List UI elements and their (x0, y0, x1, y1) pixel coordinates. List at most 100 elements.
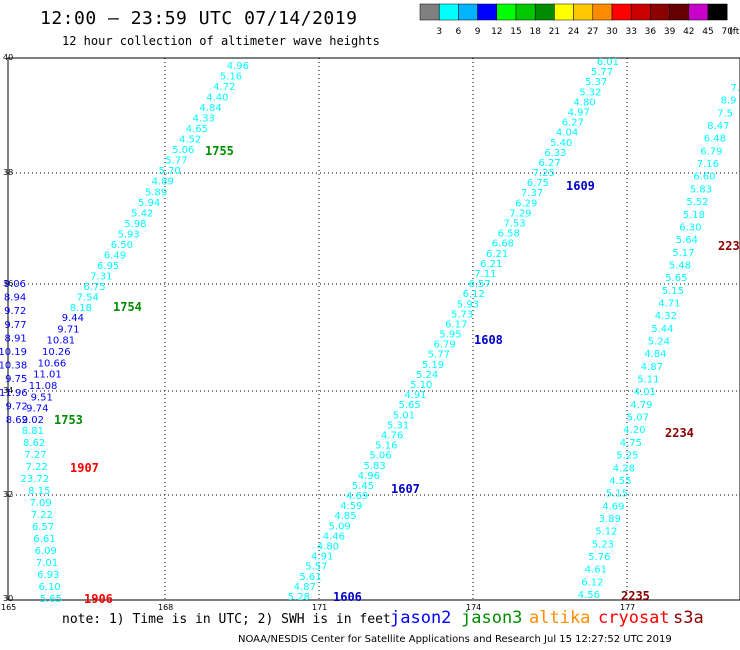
wave-height-value: 7.09 (29, 498, 51, 509)
lat-tick-label: 32 (3, 490, 13, 499)
wave-height-value: 7.31 (90, 271, 112, 282)
wave-height-value: 7.25 (533, 168, 555, 179)
scale-label: 33 (625, 27, 636, 37)
pass-time-label: 1754 (113, 300, 142, 314)
wave-height-value: 4.61 (585, 565, 607, 576)
wave-height-value: 5.06 (369, 451, 391, 462)
lon-tick-label: 171 (312, 603, 327, 612)
wave-height-value: 5.18 (683, 210, 705, 221)
wave-height-value: 23.72 (21, 474, 50, 485)
wave-height-value: 9.72 (4, 306, 26, 317)
scale-label: 12 (491, 27, 502, 37)
wave-height-value: 5.24 (416, 370, 438, 381)
wave-height-value: 7. (730, 83, 740, 94)
wave-height-value: 7.11 (474, 269, 496, 280)
scale-label: 21 (549, 27, 560, 37)
wave-height-value: 8.62 (6, 415, 28, 426)
scale-label: 45 (702, 27, 713, 37)
wave-height-value: 5.25 (616, 451, 638, 462)
wave-height-value: 5.65 (40, 594, 62, 605)
wave-height-value: 4.72 (213, 82, 235, 93)
wave-height-value: 4.80 (573, 97, 595, 108)
wave-height-value: 4.91 (404, 390, 426, 401)
wave-height-value: 5.61 (299, 572, 321, 583)
wave-height-value: 9.75 (5, 374, 27, 385)
wave-height-value: 5.77 (165, 156, 187, 167)
wave-height-value: 4.33 (193, 114, 215, 125)
wave-height-value: 4.84 (644, 349, 666, 360)
lat-tick-label: 36 (3, 279, 13, 288)
wave-height-value: 5.45 (352, 481, 374, 492)
pass-time-label: 1906 (84, 592, 113, 606)
lon-tick-label: 177 (620, 603, 635, 612)
pass-time-label: 1753 (54, 413, 83, 427)
wave-height-value: 6.79 (433, 340, 455, 351)
wave-height-value: 6.21 (480, 259, 502, 270)
wave-height-value: 7.16 (697, 159, 719, 170)
wave-height-value: 8.62 (23, 438, 45, 449)
lat-tick-label: 38 (3, 168, 13, 177)
wave-height-value: 5.83 (690, 184, 712, 195)
scale-label: 24 (568, 27, 580, 37)
wave-height-value: 4.28 (613, 463, 635, 474)
wave-height-value: 6.60 (693, 172, 715, 183)
wave-height-value: 3.89 (599, 514, 621, 525)
wave-height-value: 4.76 (381, 430, 403, 441)
wave-height-value: 7.01 (36, 558, 58, 569)
wave-height-value: 4.55 (609, 476, 631, 487)
wave-height-value: 6.27 (538, 158, 560, 169)
wave-height-value: 5.07 (627, 413, 649, 424)
wave-height-value: 4.40 (206, 93, 228, 104)
pass-time-label: 1907 (70, 461, 99, 475)
wave-height-value: 4.96 (358, 471, 380, 482)
wave-height-value: 11.08 (29, 381, 58, 392)
wave-height-value: 4.65 (186, 124, 208, 135)
wave-height-value: 4.96 (227, 61, 249, 72)
pass-time-label: 1607 (391, 482, 420, 496)
wave-height-value: 6.68 (492, 239, 514, 250)
scale-swatch (707, 3, 728, 21)
wave-height-value: 6.61 (33, 534, 55, 545)
wave-height-value: 8.94 (4, 293, 26, 304)
scale-label: 27 (587, 27, 598, 37)
scale-label: 36 (645, 27, 657, 37)
wave-height-value: 7.37 (521, 188, 543, 199)
wave-height-value: 6.01 (597, 57, 619, 68)
wave-height-value: 8.47 (707, 121, 729, 132)
wave-height-value: 8.81 (22, 426, 44, 437)
scale-label: 9 (475, 27, 481, 37)
map-subtitle: 12 hour collection of altimeter wave hei… (62, 34, 380, 48)
wave-height-value: 5.70 (158, 166, 180, 177)
wave-height-value: 5.28 (288, 592, 310, 603)
map-title: 12:00 — 23:59 UTC 07/14/2019 (40, 8, 358, 29)
wave-height-value: 6.57 (468, 279, 490, 290)
scale-label: 39 (664, 27, 676, 37)
pass-time-label: 1755 (205, 144, 234, 158)
wave-height-value: 10.81 (46, 336, 75, 347)
wave-height-value: 6.10 (38, 582, 60, 593)
wave-height-value: 5.12 (595, 527, 617, 538)
wave-height-value: 6.50 (111, 240, 133, 251)
wave-height-value: 4.52 (179, 135, 201, 146)
wave-height-value: 6.12 (463, 289, 485, 300)
wave-height-value: 8.9 (721, 96, 737, 107)
wave-height-value: 6.29 (515, 198, 537, 209)
wave-height-value: 6.58 (498, 229, 520, 240)
wave-height-value: 7.5 (717, 108, 733, 119)
wave-height-value: 6.48 (704, 134, 726, 145)
scale-label: 70 (721, 27, 733, 37)
lon-tick-label: 174 (466, 603, 481, 612)
satellite-legend-cryosat: cryosat (598, 608, 670, 628)
wave-height-value: 4.97 (568, 107, 590, 118)
scale-label: 18 (529, 27, 541, 37)
wave-height-value: 4.91 (311, 552, 333, 563)
wave-height-value: 5.77 (428, 350, 450, 361)
wave-height-value: 6.79 (700, 146, 722, 157)
wave-height-value: 5.98 (124, 219, 146, 230)
wave-height-value: 4.69 (346, 491, 368, 502)
wave-height-value: 5.17 (672, 248, 694, 259)
wave-height-value: 4.46 (323, 531, 345, 542)
wave-height-value: 7.54 (77, 292, 99, 303)
wave-height-value: 5.16 (375, 441, 397, 452)
